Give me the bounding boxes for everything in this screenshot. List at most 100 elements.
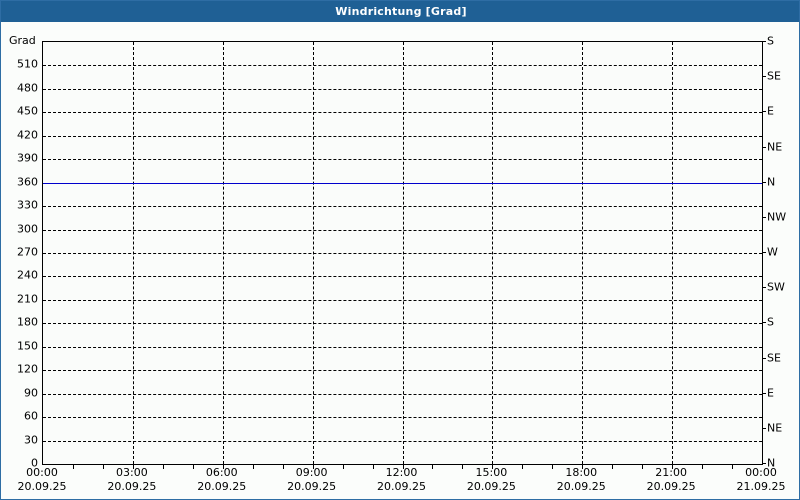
y-axis-tick-label: 420	[17, 128, 38, 142]
x-axis-tick-time: 06:00	[205, 466, 238, 479]
gridline-vertical	[582, 42, 584, 464]
x-axis-minor-tick	[582, 464, 584, 469]
x-axis-tick-time: 21:00	[655, 466, 687, 479]
x-axis-tick-label: 21:00 20.09.25	[647, 466, 696, 494]
y2-axis-tick-label: S	[767, 34, 774, 48]
y2-axis-tick-label: NE	[767, 140, 783, 153]
x-axis-tick-label: 09:00 20.09.25	[287, 466, 336, 494]
x-axis-tick-time: 09:00	[295, 466, 328, 479]
x-axis-minor-tick	[522, 464, 524, 469]
plot-area	[42, 41, 763, 469]
y-axis-tick-label: 210	[17, 292, 38, 306]
gridline-vertical	[402, 42, 404, 464]
x-axis-tick-label: 15:00 20.09.25	[467, 466, 516, 494]
y-axis-left: 0 30 60 90 120 150 180 210 240 270 300 330 360 390 420…	[1, 41, 38, 469]
gridline-vertical	[312, 42, 314, 464]
x-axis-minor-tick	[462, 464, 464, 469]
x-axis-minor-tick	[162, 464, 164, 469]
y2-axis-tick	[762, 463, 766, 464]
y-axis-tick-label: 510	[17, 57, 38, 71]
x-axis-minor-tick	[222, 464, 224, 469]
y-axis-tick-label: 120	[17, 362, 38, 376]
y-axis-right: N NE E SE S SW W NW N NE E SE S	[762, 36, 799, 469]
x-axis-minor-tick	[642, 464, 644, 469]
y2-axis-tick	[762, 146, 766, 148]
y-axis-tick-label: 240	[17, 268, 38, 282]
x-axis-tick-date: 20.09.25	[17, 480, 67, 493]
x-axis-tick-date: 20.09.25	[377, 480, 426, 493]
x-axis-tick-date: 20.09.25	[556, 480, 606, 493]
x-axis-minor-tick	[552, 464, 554, 469]
y-axis-tick-label: 360	[17, 175, 38, 189]
x-axis-tick-label: 12:00 20.09.25	[377, 466, 426, 494]
y-axis-tick-label: 30	[24, 433, 38, 447]
x-axis-minor-tick	[252, 464, 254, 469]
y2-axis-tick-label: SE	[767, 69, 781, 83]
y2-axis-tick-label: N	[767, 456, 776, 470]
x-axis-tick-label: 03:00 20.09.25	[107, 466, 156, 494]
window-title-bar: Windrichtung [Grad]	[1, 1, 799, 22]
y-axis-unit-label: Grad	[9, 34, 36, 47]
y-axis-tick-label: 330	[17, 198, 38, 212]
x-axis-tick-date: 20.09.25	[466, 480, 516, 493]
gridline-vertical	[492, 42, 494, 464]
series-line	[43, 182, 762, 184]
y2-axis-tick-label: SE	[767, 351, 781, 364]
x-axis-minor-tick	[612, 464, 614, 469]
y-axis-tick-label: 0	[31, 456, 38, 470]
x-axis-tick-time: 00:00	[26, 466, 58, 479]
y2-axis-tick	[762, 252, 766, 253]
x-axis-minor-tick	[312, 464, 314, 469]
y-axis-tick-label: 270	[17, 245, 38, 259]
y-axis-tick-label: 300	[17, 222, 38, 236]
y2-axis-tick-label: E	[767, 386, 774, 400]
chart-canvas: Grad 0 30 60 90 120 150 180 210 240 270 300 330 360 3…	[1, 22, 799, 499]
y2-axis-tick	[762, 287, 766, 289]
x-axis-tick-time: 12:00	[385, 466, 418, 479]
page-title: Windrichtung [Grad]	[335, 5, 467, 18]
y-axis-tick-label: 60	[24, 409, 38, 423]
x-axis-minor-tick	[282, 464, 284, 469]
y2-axis-tick-label: S	[767, 315, 774, 329]
y2-axis-tick-label: N	[767, 175, 776, 189]
x-axis-minor-tick	[102, 464, 104, 469]
y2-axis-tick-label: E	[767, 104, 774, 118]
x-axis-minor-tick	[702, 464, 704, 469]
x-axis-tick-label: 18:00 20.09.25	[557, 466, 606, 494]
x-axis-tick-date: 20.09.25	[107, 480, 157, 493]
x-axis-tick-date: 20.09.25	[197, 480, 247, 493]
x-axis-minor-tick	[432, 464, 434, 469]
y2-axis-tick	[762, 181, 766, 183]
x-axis-minor-tick	[372, 464, 374, 469]
x-axis-minor-tick	[72, 464, 74, 469]
y2-axis-tick-label: SW	[767, 280, 785, 294]
y2-axis-tick	[762, 216, 766, 218]
x-axis-minor-tick	[732, 464, 734, 469]
x-axis-tick-time: 18:00	[565, 466, 598, 479]
x-axis-tick-time: 15:00	[475, 466, 508, 479]
x-axis-tick-date: 21.09.25	[736, 480, 786, 493]
y2-axis-tick	[762, 392, 766, 394]
y-axis-tick-label: 390	[17, 151, 38, 165]
y2-axis-tick	[762, 41, 766, 42]
y2-axis-tick-label: NE	[767, 421, 783, 435]
x-axis-tick-date: 20.09.25	[646, 480, 696, 493]
y2-axis-tick	[762, 76, 766, 78]
y2-axis-tick-label: NW	[767, 210, 787, 224]
y2-axis-tick	[762, 111, 766, 113]
y2-axis-tick-label: W	[767, 245, 778, 259]
x-axis-minor-tick	[132, 464, 134, 469]
x-axis-tick-time: 03:00	[116, 466, 148, 479]
x-axis-tick-date: 20.09.25	[287, 480, 337, 493]
y2-axis-tick	[762, 427, 766, 429]
x-axis-tick-time: 00:00	[745, 466, 777, 479]
y-axis-tick-label: 90	[24, 386, 38, 400]
y2-axis-tick	[762, 357, 766, 359]
x-axis-minor-tick	[492, 464, 494, 469]
x-axis-tick-label: 06:00 20.09.25	[197, 466, 246, 494]
y-axis-tick-label: 150	[17, 339, 38, 353]
x-axis-minor-tick	[402, 464, 404, 469]
x-axis-labels: 00:00 20.09.25 03:00 20.09.25 06:00 20.09.25 0…	[1, 466, 799, 499]
x-axis-tick-label: 00:00 20.09.25	[18, 466, 67, 494]
